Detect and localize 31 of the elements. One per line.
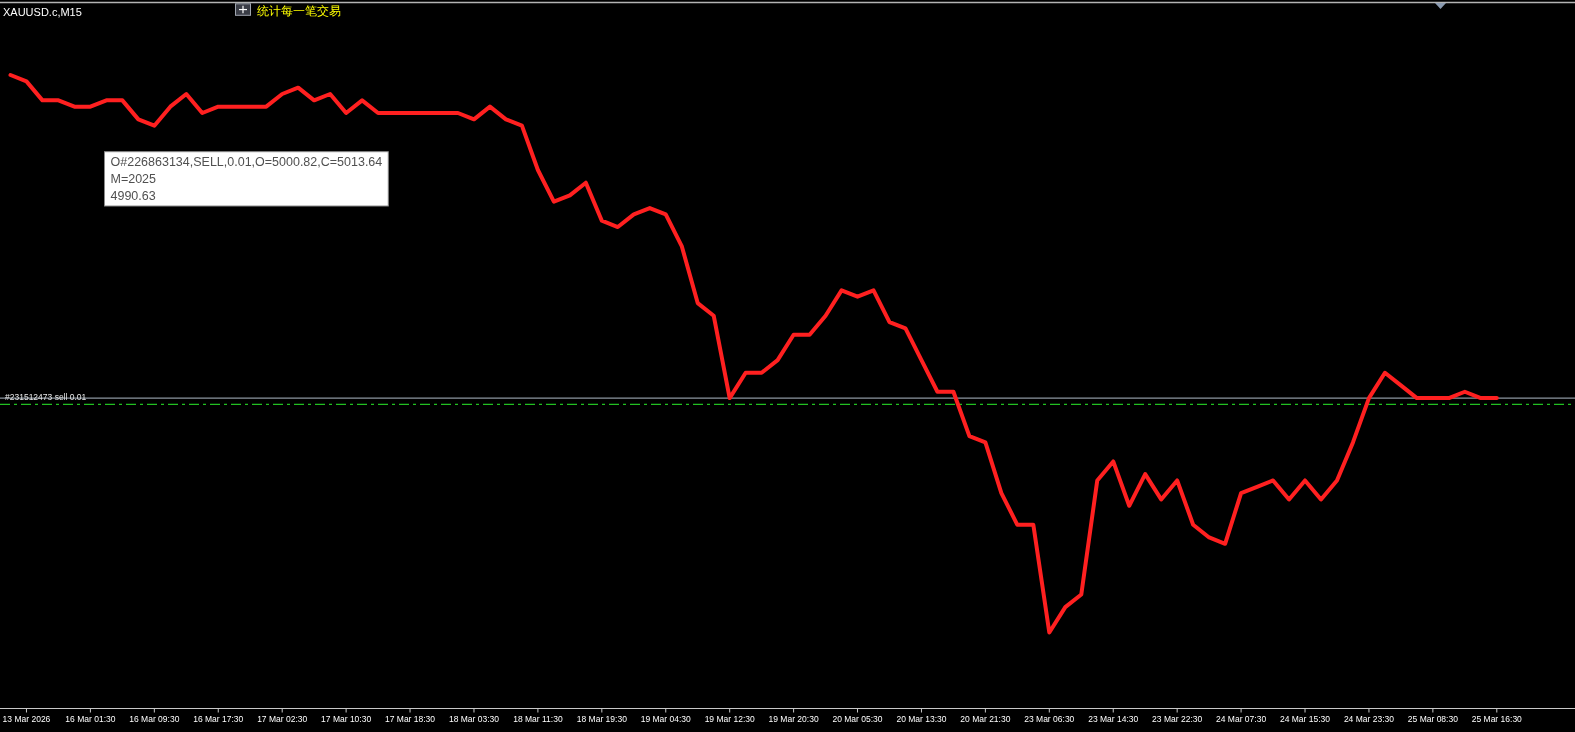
annotation: M=2025 — [110, 172, 157, 186]
x-tick-label: 20 Mar 13:30 — [896, 714, 947, 724]
x-tick-label: 18 Mar 03:30 — [448, 714, 500, 724]
annotation: O#226863134,SELL,0.01,O=5000.82,C=5013.64 — [110, 155, 383, 169]
x-tick-label: 17 Mar 10:30 — [321, 714, 372, 724]
x-tick-label: 19 Mar 12:30 — [704, 714, 755, 724]
x-tick-label: 13 Mar 2026 — [2, 714, 51, 724]
x-tick-label: 24 Mar 15:30 — [1279, 714, 1331, 724]
x-tick-label: 16 Mar 01:30 — [65, 714, 116, 724]
ref-line-label: #231512473 sell 0.01 — [5, 392, 87, 403]
x-tick-label: 23 Mar 06:30 — [1024, 714, 1075, 724]
x-tick-label: 18 Mar 11:30 — [513, 714, 563, 724]
x-tick-label: 19 Mar 04:30 — [640, 714, 692, 724]
x-tick-label: 16 Mar 09:30 — [129, 714, 180, 724]
x-tick-label: 17 Mar 18:30 — [385, 714, 436, 724]
chart-title: XAUUSD.c,M15 — [3, 5, 82, 18]
x-tick-label: 24 Mar 07:30 — [1216, 714, 1267, 724]
x-tick-label: 24 Mar 23:30 — [1343, 714, 1395, 724]
x-tick-label: 20 Mar 05:30 — [832, 714, 883, 724]
x-tick-label: 18 Mar 19:30 — [576, 714, 628, 724]
x-tick-label: 16 Mar 17:30 — [193, 714, 244, 724]
x-tick-label: 25 Mar 08:30 — [1407, 714, 1459, 724]
x-tick-label: 23 Mar 14:30 — [1088, 714, 1139, 724]
x-tick-label: 20 Mar 21:30 — [960, 714, 1011, 724]
x-tick-label: 17 Mar 02:30 — [257, 714, 308, 724]
annotation: 4990.63 — [110, 189, 156, 203]
x-tick-label: 23 Mar 22:30 — [1152, 714, 1203, 724]
x-tick-label: 25 Mar 16:30 — [1471, 714, 1523, 724]
tooltip: O#226863134,SELL,0.01,O=5000.82,C=5013.64 M=2025 4990.63 — [104, 151, 389, 207]
x-tick-label: 19 Mar 20:30 — [768, 714, 819, 724]
chart-subtitle: 统计每一笔交易 — [257, 4, 341, 18]
